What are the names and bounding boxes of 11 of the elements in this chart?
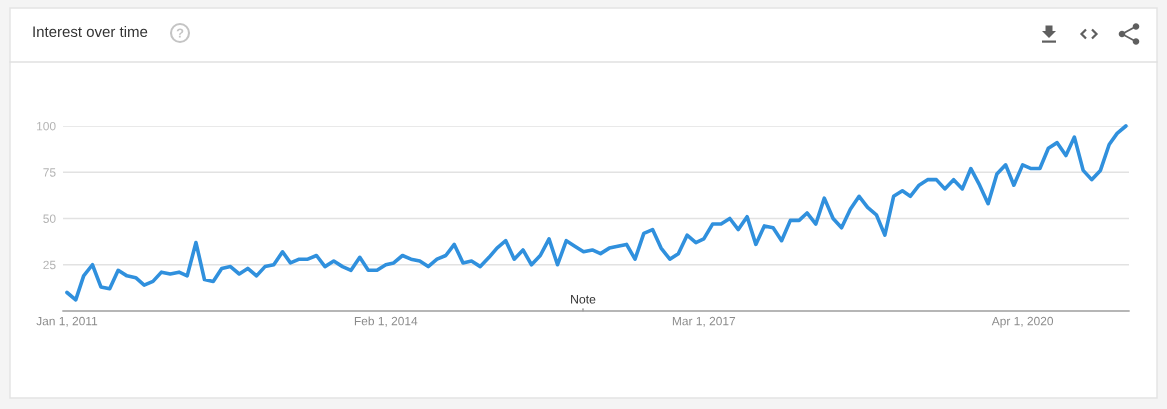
y-tick-label: 100 [37,121,56,131]
y-tick-label: 25 [43,260,56,270]
annotation: Note [571,295,596,304]
x-tick-label: Apr 1, 2020 [991,316,1054,328]
chart-title: Interest over time [33,26,148,38]
x-tick-label: Jan 1, 2011 [36,316,98,327]
y-tick-label: 75 [43,168,56,177]
y-tick-label: 50 [43,214,56,223]
x-tick-label: Mar 1, 2017 [672,316,736,327]
x-tick-label: Feb 1, 2014 [354,316,418,327]
line-series [65,124,1128,302]
